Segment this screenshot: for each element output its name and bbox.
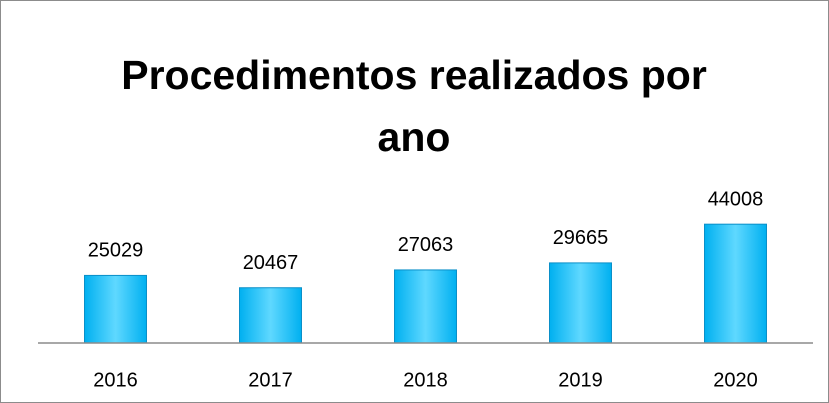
bar <box>239 287 302 344</box>
bar <box>549 262 612 344</box>
data-label: 20467 <box>243 252 299 274</box>
x-tick-label: 2019 <box>558 369 603 391</box>
data-label: 25029 <box>88 240 144 262</box>
x-tick-label: 2020 <box>713 369 758 391</box>
bar <box>84 274 147 344</box>
data-label: 29665 <box>553 227 609 249</box>
x-tick-label: 2016 <box>93 369 138 391</box>
data-label: 27063 <box>398 234 454 256</box>
x-tick-label: 2018 <box>403 369 448 391</box>
chart-title: Procedimentos realizados por ano <box>121 52 707 160</box>
bar <box>394 269 457 344</box>
bar <box>704 223 767 344</box>
data-label: 44008 <box>708 188 764 210</box>
x-tick-label: 2017 <box>248 369 293 391</box>
